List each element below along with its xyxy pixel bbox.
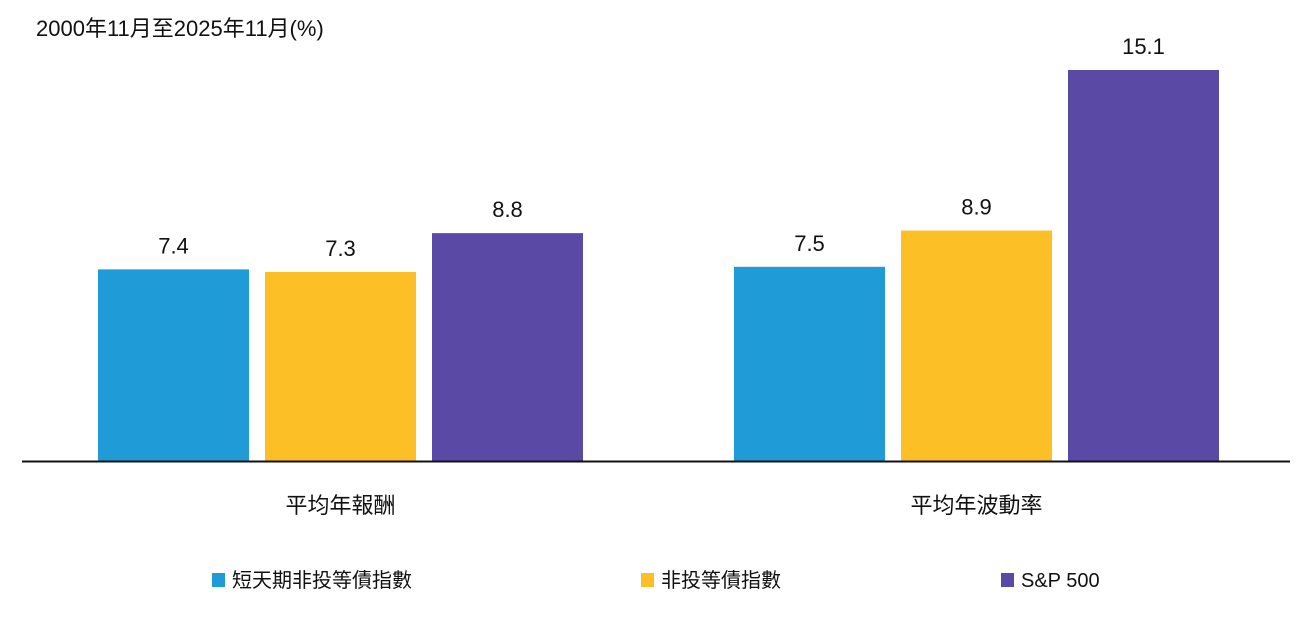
data-label: 8.8 (492, 197, 523, 222)
legend-swatch (1001, 573, 1014, 587)
data-label: 7.3 (325, 236, 356, 261)
bar (734, 266, 885, 461)
legend-label: 非投等債指數 (661, 569, 781, 592)
data-label: 7.4 (158, 233, 189, 258)
bar (1068, 70, 1219, 461)
legend-label: 短天期非投等債指數 (232, 569, 412, 592)
data-label: 7.5 (794, 231, 825, 256)
legend-label: S&P 500 (1021, 570, 1100, 592)
chart-title: 2000年11月至2025年11月(%) (36, 16, 324, 41)
data-label: 15.1 (1122, 34, 1165, 59)
bar (901, 230, 1052, 461)
data-label: 8.9 (961, 195, 992, 220)
category-label: 平均年報酬 (285, 493, 395, 518)
legend-swatch (212, 573, 225, 587)
bar (265, 271, 416, 461)
bar (432, 233, 583, 461)
legend-swatch (641, 573, 654, 587)
bar (98, 269, 249, 461)
category-label: 平均年波動率 (910, 493, 1042, 518)
